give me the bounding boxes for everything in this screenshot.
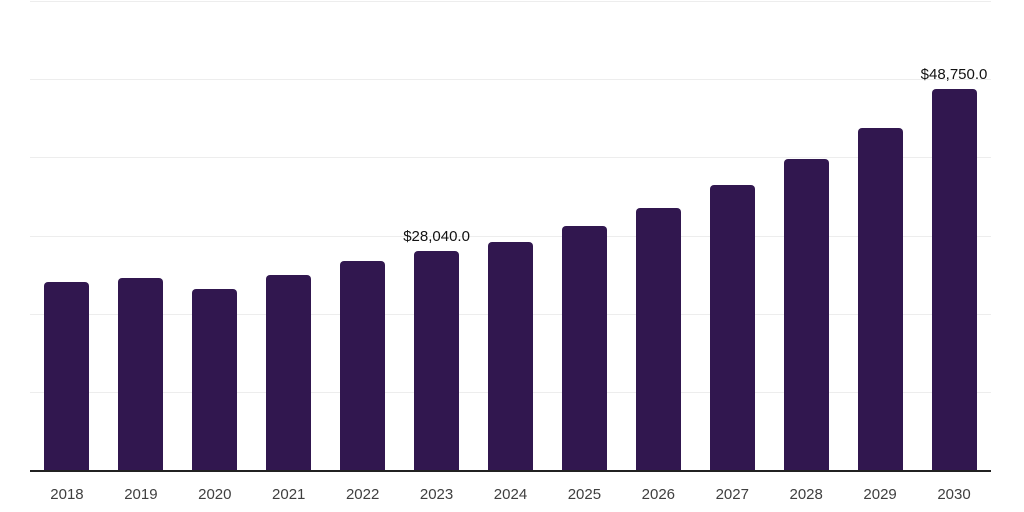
x-axis-label-2030: 2030 [937,486,971,503]
bar-2028[interactable] [783,159,829,470]
bar-slot-2027 [695,1,769,470]
bar-slot-2030: $48,750.0 [917,1,991,470]
bar-2021[interactable] [266,274,312,470]
x-axis-label-2025: 2025 [567,486,602,503]
x-axis-label-2029: 2029 [863,486,897,503]
bar-2029[interactable] [857,127,903,470]
x-axis-label-2027: 2027 [715,486,749,503]
bar-slot-2024 [474,1,548,470]
bar-2018[interactable] [44,282,90,470]
bar-slot-2020 [178,1,252,470]
bar-slot-2018 [30,1,104,470]
bar-2020[interactable] [192,288,238,470]
x-axis-line [30,470,991,472]
x-axis-labels: 2018 2019 2020 2021 2022 2023 2024 2025 2026 2027… [30,486,991,504]
data-label-2023: $28,040.0 [403,227,470,245]
bar-slot-2023: $28,040.0 [400,1,474,470]
bar-2024[interactable] [487,241,533,470]
x-axis-label-2019: 2019 [124,486,158,503]
gridline-40000 [30,157,991,159]
bar-slot-2025 [547,1,621,470]
bars-row: $28,040.0 $48,750.0 [30,1,991,470]
bar-slot-2028 [769,1,843,470]
bar-slot-2019 [104,1,178,470]
bar-2027[interactable] [709,185,755,470]
x-axis-label-2024: 2024 [493,486,528,503]
x-axis-label-2021: 2021 [272,486,306,503]
bar-2022[interactable] [340,260,386,470]
x-axis-label-2022: 2022 [345,486,380,503]
x-axis-label-2018: 2018 [50,486,84,503]
bar-2026[interactable] [635,208,681,470]
bar-2025[interactable] [561,226,607,470]
x-axis-label-2020: 2020 [198,486,232,503]
plot-area: $28,040.0 $48,750.0 [30,1,991,472]
gridline-50000 [30,79,991,81]
bar-2023[interactable]: $28,040.0 [403,228,470,470]
x-axis-label-2026: 2026 [641,486,676,503]
gridline-60000 [30,1,991,2]
bar-2030[interactable]: $48,750.0 [921,66,987,470]
bar-slot-2022 [326,1,400,470]
gridline-30000 [30,235,991,237]
x-axis-label-2023: 2023 [419,486,454,503]
data-label-2030: $48,750.0 [920,65,988,83]
bar-slot-2029 [843,1,917,470]
bar-slot-2021 [252,1,326,470]
bar-slot-2026 [621,1,695,470]
bar-2019[interactable] [118,277,164,470]
x-axis-label-2028: 2028 [789,486,823,503]
